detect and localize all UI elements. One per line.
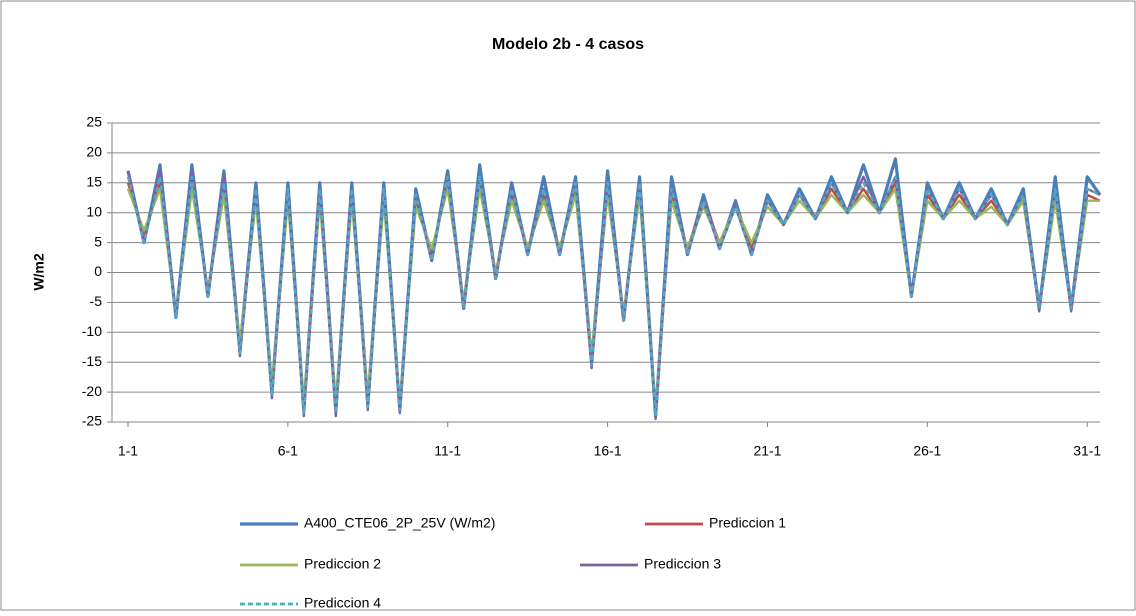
x-tick-label: 16-1 <box>594 443 622 459</box>
legend-label: A400_CTE06_2P_25V (W/m2) <box>304 515 495 531</box>
y-tick-label: -20 <box>82 383 102 399</box>
legend-label: Prediccion 4 <box>304 595 381 611</box>
x-tick-label: 11-1 <box>434 443 461 459</box>
x-tick-label: 1-1 <box>118 443 138 459</box>
x-tick-label: 31-1 <box>1073 443 1101 459</box>
y-tick-label: 25 <box>86 114 102 130</box>
x-tick-label: 26-1 <box>913 443 941 459</box>
legend-label: Prediccion 1 <box>709 515 786 531</box>
y-tick-label: 5 <box>94 233 102 249</box>
y-tick-label: -5 <box>90 293 103 309</box>
y-tick-label: 20 <box>86 144 102 160</box>
y-tick-label: 10 <box>86 203 102 219</box>
x-tick-label: 6-1 <box>278 443 298 459</box>
y-tick-label: 0 <box>94 263 102 279</box>
y-axis-label: W/m2 <box>31 253 47 291</box>
x-tick-label: 21-1 <box>753 443 781 459</box>
y-tick-label: -25 <box>82 413 102 429</box>
y-tick-label: -10 <box>82 323 102 339</box>
series-line <box>126 175 1101 418</box>
legend-label: Prediccion 3 <box>644 556 721 572</box>
y-tick-label: 15 <box>86 174 102 190</box>
chart-title: Modelo 2b - 4 casos <box>492 36 644 53</box>
legend-label: Prediccion 2 <box>304 556 381 572</box>
y-tick-label: -15 <box>82 353 102 369</box>
